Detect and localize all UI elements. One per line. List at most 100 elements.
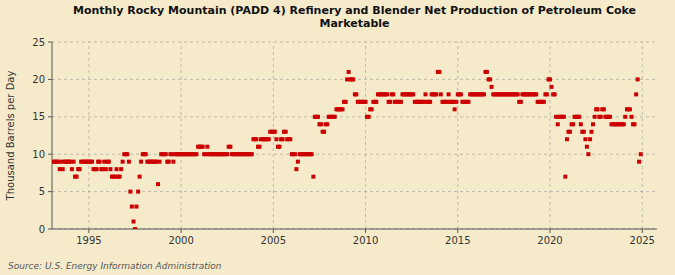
point [439,92,443,96]
grid [52,42,657,229]
point [70,167,74,171]
point [599,115,603,119]
y-tick-label: 20 [32,74,45,85]
point [201,145,205,149]
point [568,130,572,134]
grid-line-x [457,42,458,229]
point [134,205,138,209]
point [225,152,229,156]
point [273,130,277,134]
y-tick-label: 10 [32,149,45,160]
point [556,122,560,126]
point [636,77,640,81]
point [542,100,546,104]
point [367,115,371,119]
y-tick-label: 25 [32,37,45,48]
point [121,160,125,164]
grid-line-y [52,229,657,230]
x-tick-label: 2020 [537,235,562,246]
point [281,137,285,141]
point [344,100,348,104]
point [277,145,281,149]
point [583,137,587,141]
y-tick-label: 5 [39,186,45,197]
point [138,175,142,179]
y-tick-label: 15 [32,111,45,122]
point [347,70,351,74]
point [623,115,627,119]
point [630,115,634,119]
point [602,107,606,111]
point [632,122,636,126]
point [341,107,345,111]
point [553,92,557,96]
point [466,100,470,104]
point [516,92,520,96]
x-axis-line [52,229,657,230]
point [370,107,374,111]
title-line: Marketable [319,17,389,30]
point [519,100,523,104]
title-line: Monthly Rocky Mountain (PADD 4) Refinery… [73,4,636,17]
grid-line-y [52,116,657,117]
point [325,122,329,126]
point [274,137,278,141]
point [144,152,148,156]
x-tick-label: 2000 [168,235,193,246]
point [167,160,171,164]
point [171,160,175,164]
point [586,152,590,156]
point [428,100,432,104]
point [158,160,162,164]
source-note: Source: U.S. Energy Information Administ… [8,261,222,271]
point [562,115,566,119]
y-axis-line [52,42,53,229]
point [133,227,137,229]
point [228,145,232,149]
point [608,115,612,119]
point [596,107,600,111]
point [637,160,641,164]
point [399,100,403,104]
point [95,167,99,171]
grid-line-x [181,42,182,229]
point [90,160,94,164]
point [388,100,392,104]
background [0,0,675,275]
point [488,77,492,81]
point [593,115,597,119]
point [534,92,538,96]
point [205,145,209,149]
points [52,70,643,229]
point [139,160,143,164]
grid-line-x [365,42,366,229]
point [634,92,638,96]
point [130,205,134,209]
point [250,152,254,156]
grid-line-x [88,42,89,229]
point [128,190,132,194]
point [453,107,457,111]
title: Monthly Rocky Mountain (PADD 4) Refinery… [73,4,636,30]
point [591,122,595,126]
point [585,145,589,149]
point [288,137,292,141]
point [490,85,494,89]
x-tick-label: 2015 [445,235,470,246]
x-tick [273,229,274,233]
y-tick [48,154,52,155]
point [545,92,549,96]
y-tick-label: 0 [39,224,45,235]
point [437,70,441,74]
y-tick [48,229,52,230]
point [571,122,575,126]
point [459,92,463,96]
point [75,175,79,179]
point [588,137,592,141]
point [485,70,489,74]
point [118,175,122,179]
point [385,92,389,96]
x-tick-label: 1995 [76,235,101,246]
point [590,130,594,134]
y-tick [48,116,52,117]
